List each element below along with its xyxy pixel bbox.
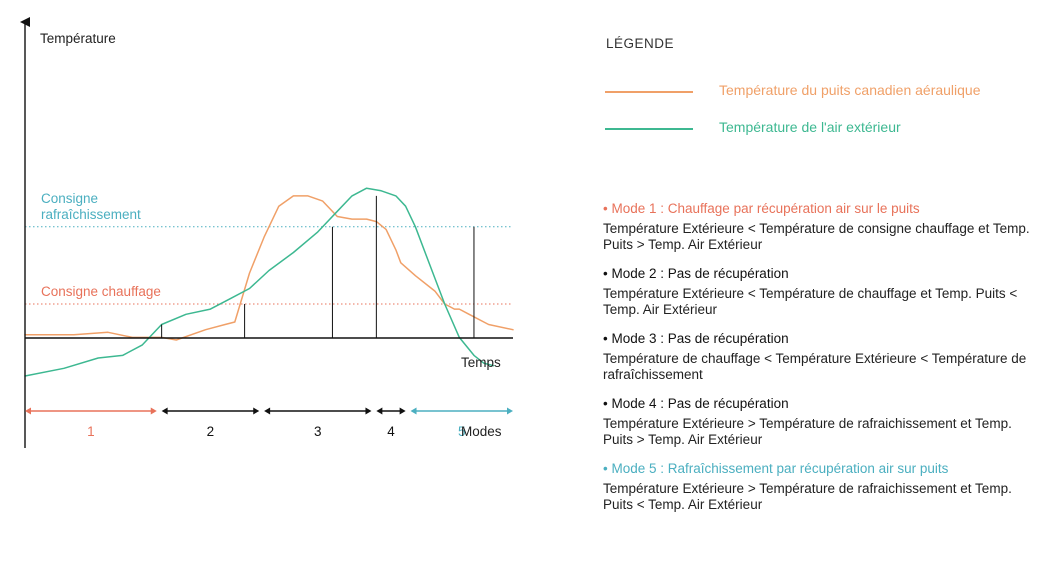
threshold-label-1-1: Consigne — [41, 191, 98, 206]
vertical-markers — [161, 195, 475, 338]
x-axis-label: Temps — [461, 355, 501, 370]
legend-item-well: Température du puits canadien aéraulique — [603, 82, 1043, 102]
mode-5-arrow-right — [507, 407, 513, 415]
legend-swatch-outdoor — [605, 128, 693, 130]
mode-4-arrow-left — [376, 407, 383, 415]
mode-3-desc: Température de chauffage < Température E… — [603, 351, 1027, 382]
legend-label-outdoor: Température de l'air extérieur — [719, 119, 901, 135]
mode-4-number: 4 — [387, 424, 395, 439]
mode-1-arrow-right — [150, 407, 157, 415]
mode-4-desc: Température Extérieure > Température de … — [603, 416, 1012, 447]
legend-title: LÉGENDE — [606, 36, 675, 51]
mode-1-number: 1 — [87, 424, 95, 439]
mode-1-title: • Mode 1 : Chauffage par récupération ai… — [603, 201, 920, 216]
y-axis-label: Température — [40, 31, 116, 46]
mode-5-block: • Mode 5 : Rafraîchissement par récupéra… — [603, 460, 1043, 513]
mode-2-number: 2 — [207, 424, 215, 439]
mode-5-title: • Mode 5 : Rafraîchissement par récupéra… — [603, 461, 949, 476]
mode-2-block: • Mode 2 : Pas de récupération Températu… — [603, 265, 1043, 318]
legend-swatch-well — [605, 91, 693, 93]
mode-2-arrow-left — [161, 407, 168, 415]
mode-2-desc: Température Extérieure < Température de … — [603, 286, 1018, 317]
mode-3-block: • Mode 3 : Pas de récupération Températu… — [603, 330, 1043, 383]
mode-2-arrow-right — [253, 407, 260, 415]
mode-3-title: • Mode 3 : Pas de récupération — [603, 331, 789, 346]
modes-description: • Mode 1 : Chauffage par récupération ai… — [603, 200, 1043, 525]
mode-1-desc: Température Extérieure < Température de … — [603, 221, 1030, 252]
modes-row: 1 2 3 4 5 — [25, 407, 513, 439]
axes — [20, 17, 513, 448]
modes-axis-label: Modes — [461, 424, 502, 439]
mode-2-title: • Mode 2 : Pas de récupération — [603, 266, 789, 281]
mode-4-block: • Mode 4 : Pas de récupération Températu… — [603, 395, 1043, 448]
mode-3-arrow-right — [365, 407, 372, 415]
mode-5-desc: Température Extérieure > Température de … — [603, 481, 1012, 512]
mode-5-arrow-left — [410, 407, 417, 415]
mode-1-arrow-left — [25, 407, 31, 415]
threshold-label-1-2: rafraîchissement — [41, 207, 141, 222]
mode-3-number: 3 — [314, 424, 322, 439]
mode-4-arrow-right — [399, 407, 406, 415]
legend-item-outdoor: Température de l'air extérieur — [603, 119, 1043, 139]
threshold-label-2-1: Consigne chauffage — [41, 284, 161, 299]
mode-4-title: • Mode 4 : Pas de récupération — [603, 396, 789, 411]
legend-label-well: Température du puits canadien aéraulique — [719, 82, 981, 98]
mode-3-arrow-left — [264, 407, 271, 415]
mode-5-number: 5 — [458, 424, 466, 439]
series-line-2 — [24, 187, 495, 377]
mode-1-block: • Mode 1 : Chauffage par récupération ai… — [603, 200, 1043, 253]
